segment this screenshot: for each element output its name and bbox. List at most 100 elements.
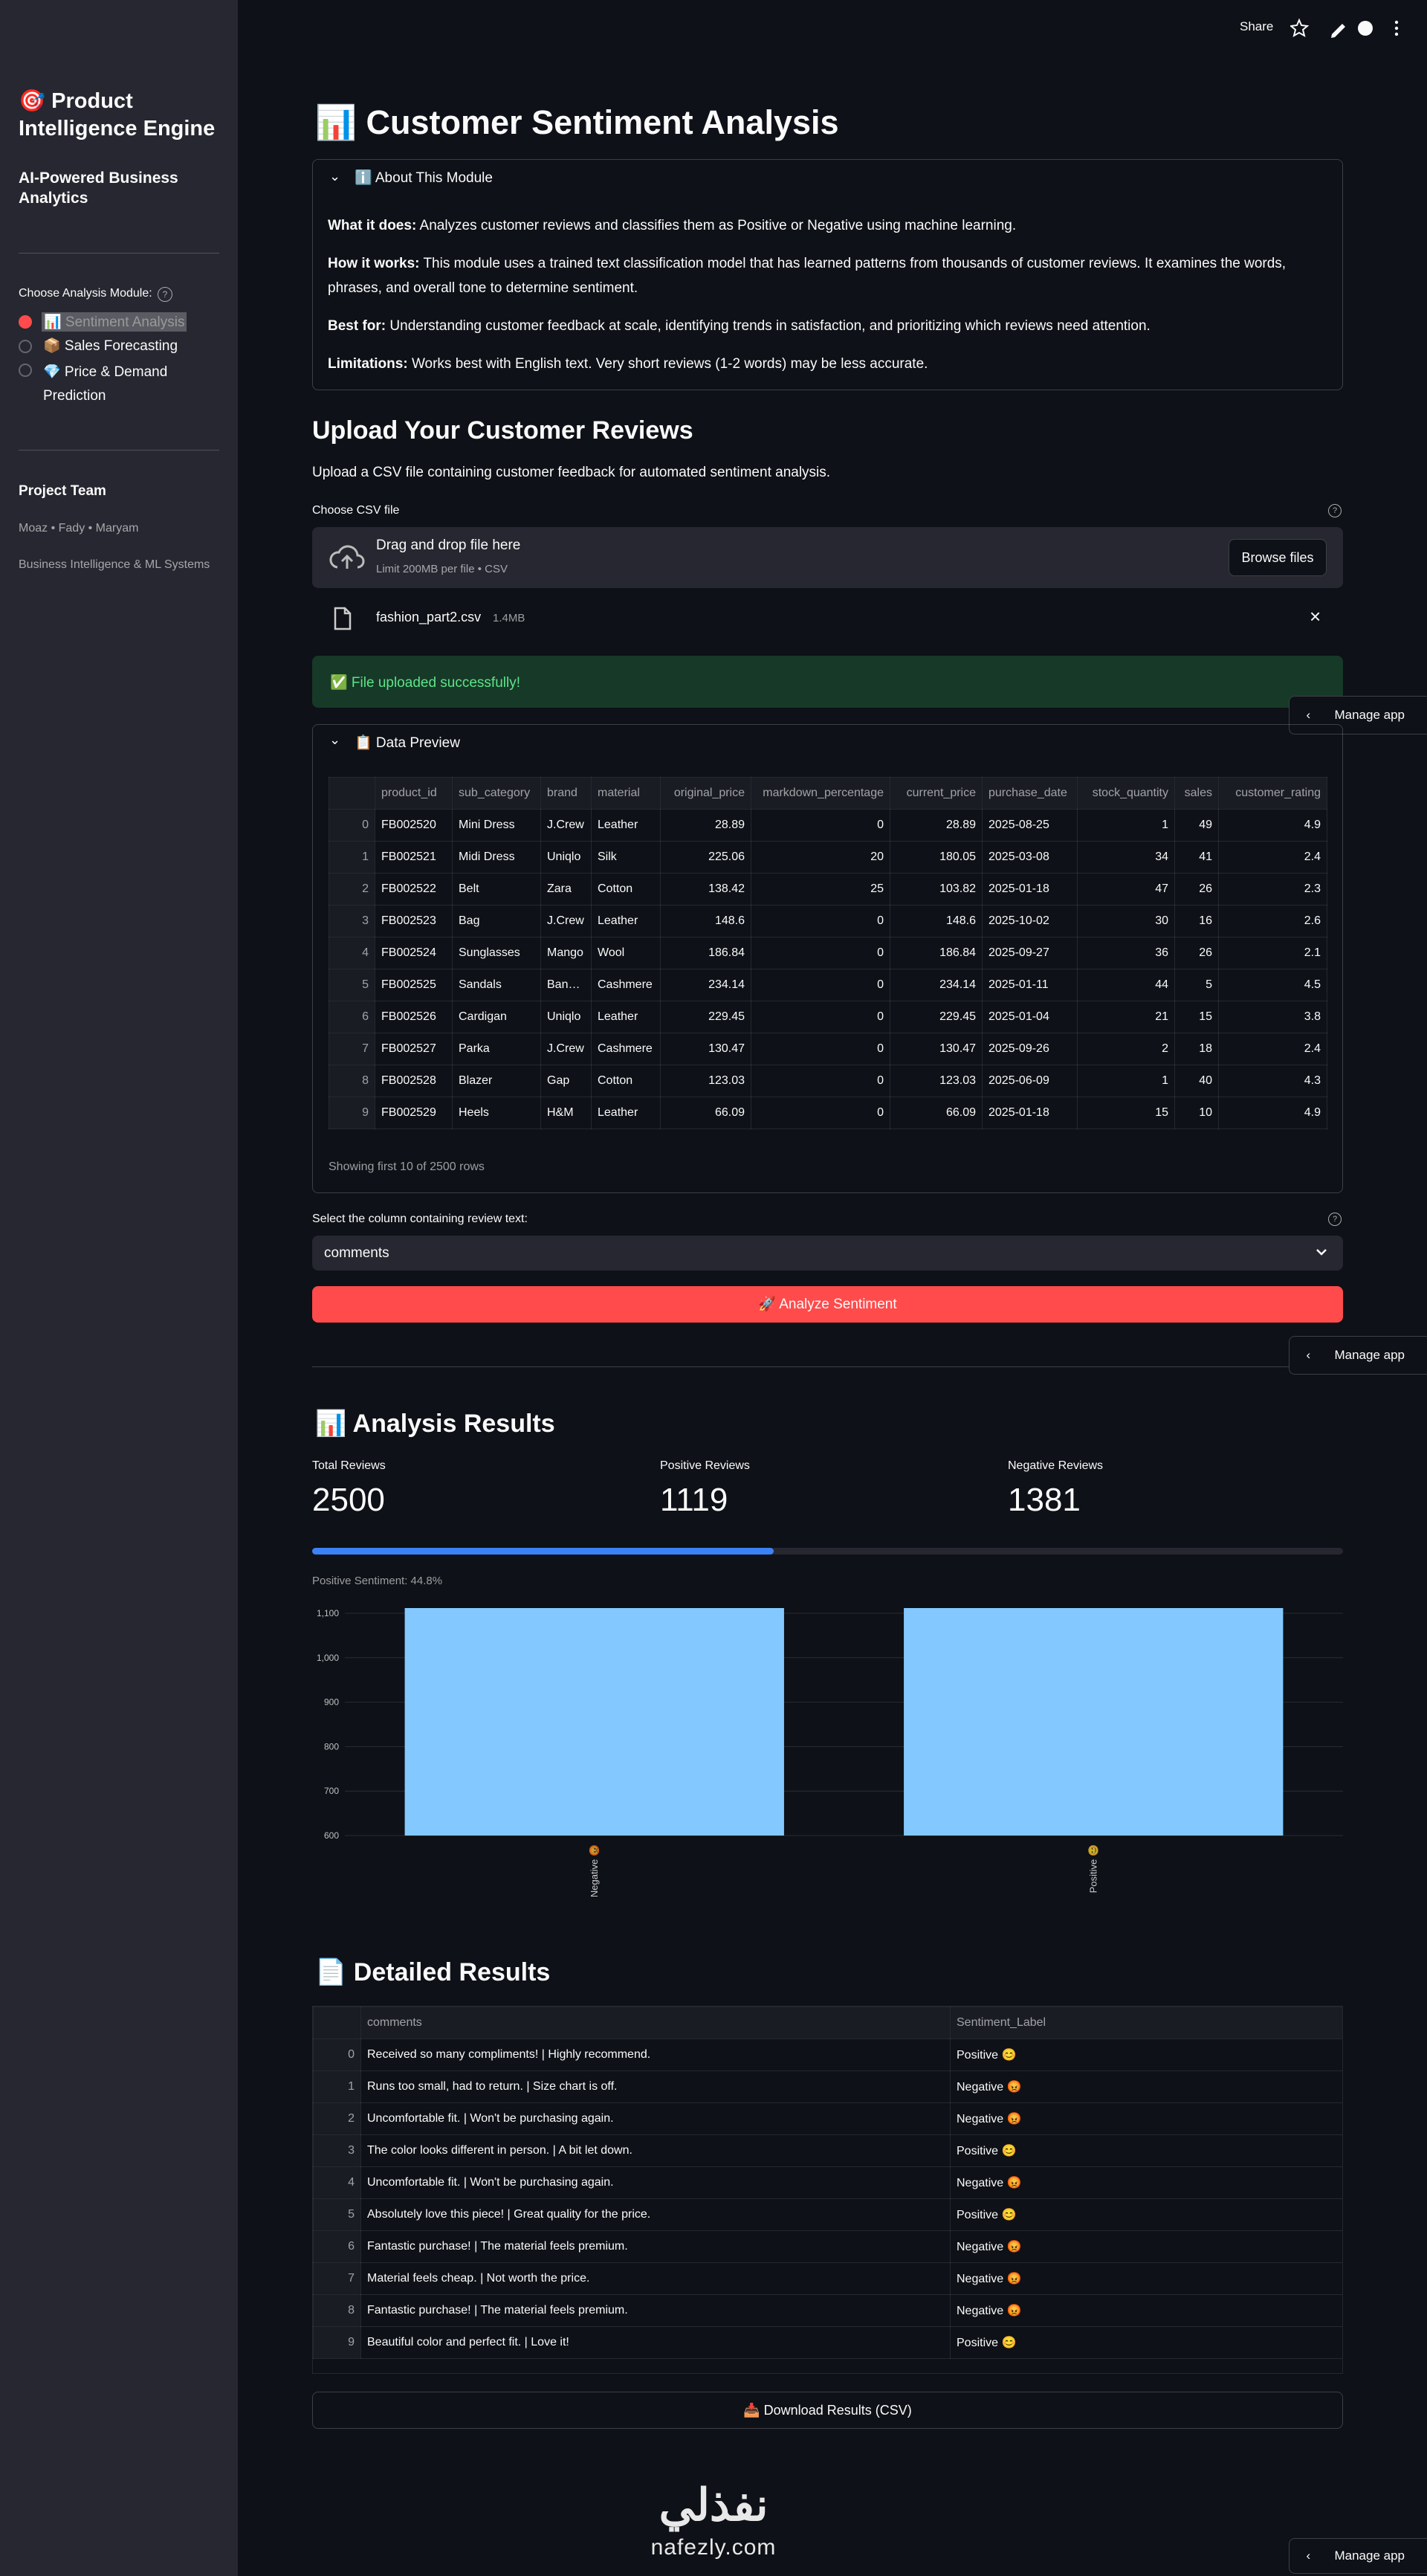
cell: Negative 😡 xyxy=(950,2166,1342,2199)
about-body: What it does: Analyzes customer reviews … xyxy=(328,213,1327,390)
analyze-button[interactable]: 🚀 Analyze Sentiment xyxy=(312,1286,1343,1323)
radio[interactable] xyxy=(19,364,32,377)
column-header xyxy=(329,777,375,810)
y-tick-label: 900 xyxy=(324,1697,339,1708)
cell: 1 xyxy=(1077,1065,1175,1097)
cell: 234.14 xyxy=(660,969,751,1001)
manage-app[interactable]: ‹ Manage app xyxy=(1289,1336,1427,1375)
cell: J.Crew xyxy=(540,905,592,937)
cell: 123.03 xyxy=(890,1065,983,1097)
cell: 4.9 xyxy=(1218,1097,1327,1129)
toolbar-icons[interactable] xyxy=(1290,18,1402,39)
upload-desc: Upload a CSV file containing customer fe… xyxy=(312,465,831,480)
section-title: Upload Your Customer Reviews xyxy=(312,416,693,445)
cell: 0 xyxy=(751,969,890,1001)
y-tick-label: 1,000 xyxy=(317,1653,339,1663)
cell: 4.5 xyxy=(1218,969,1327,1001)
cell: Sandals xyxy=(452,969,541,1001)
about-expander[interactable]: ⌄ ℹ️ About This Module What it does: Ana… xyxy=(312,159,1343,390)
radio-option[interactable]: 📊 Sentiment Analysis xyxy=(42,312,187,332)
row-index: 7 xyxy=(329,1033,375,1065)
cell: Leather xyxy=(591,905,661,937)
cell: 2025-03-08 xyxy=(982,841,1078,874)
y-tick-label: 600 xyxy=(324,1830,339,1841)
cell: 2.4 xyxy=(1218,841,1327,874)
sidebar-subtitle: AI-Powered Business Analytics xyxy=(19,170,178,207)
column-header: markdown_percentage xyxy=(751,777,890,810)
team: Moaz • Fady • Maryam xyxy=(19,522,139,535)
column-header: material xyxy=(591,777,661,810)
row: 2 FB002522 Belt Zara Cotton 138.42 25 103.82 202… xyxy=(329,873,1327,906)
browse-button[interactable]: Browse files xyxy=(1229,539,1327,576)
cell: 234.14 xyxy=(890,969,983,1001)
table: comments Sentiment_Label 0 Received so many… xyxy=(313,2007,1342,2359)
dropzone[interactable]: Drag and drop file here Limit 200MB per … xyxy=(312,527,1343,588)
cell: 130.47 xyxy=(890,1033,983,1065)
row-index: 3 xyxy=(329,905,375,937)
about-paragraph: What it does: Analyzes customer reviews … xyxy=(328,213,1327,238)
remove-file[interactable]: × xyxy=(1310,605,1321,627)
bar xyxy=(404,1608,784,1836)
download-button[interactable]: 📥 Download Results (CSV) xyxy=(312,2392,1343,2429)
radio[interactable] xyxy=(19,340,32,353)
cell: Negative 😡 xyxy=(950,2230,1342,2263)
row: 1 Runs too small, had to return. | Size c… xyxy=(313,2070,1342,2103)
cell: 26 xyxy=(1174,937,1219,969)
row-index: 5 xyxy=(313,2198,361,2231)
cell: 148.6 xyxy=(890,905,983,937)
selectbox[interactable]: comments xyxy=(312,1236,1343,1271)
cell: Cotton xyxy=(591,873,661,906)
cell: Absolutely love this piece! | Great qual… xyxy=(360,2198,951,2231)
cell: Cotton xyxy=(591,1065,661,1097)
about-text: Understanding customer feedback at scale… xyxy=(389,318,1151,334)
radio-option[interactable]: 💎 Price & Demand Prediction xyxy=(43,364,168,404)
cell: Zara xyxy=(540,873,592,906)
preview-expander[interactable]: ⌄ 📋 Data Preview product_id sub_category b… xyxy=(312,724,1343,1193)
cell: 4.9 xyxy=(1218,809,1327,842)
cell: Wool xyxy=(591,937,661,969)
row: 8 FB002528 Blazer Gap Cotton 123.03 0 123.03 202… xyxy=(329,1065,1327,1097)
cell: Mango xyxy=(540,937,592,969)
cell: Belt xyxy=(452,873,541,906)
manage-app[interactable]: ‹ Manage app xyxy=(1289,2538,1427,2574)
cell: 229.45 xyxy=(890,1001,983,1033)
cell: 66.09 xyxy=(660,1097,751,1129)
cell: FB002529 xyxy=(375,1097,453,1129)
row: 6 Fantastic purchase! | The material feel… xyxy=(313,2230,1342,2263)
about-paragraph: Best for: Understanding customer feedbac… xyxy=(328,314,1327,338)
section-title: 📊 Analysis Results xyxy=(315,1410,555,1438)
column-header: current_price xyxy=(890,777,983,810)
cell: Negative 😡 xyxy=(950,2102,1342,2135)
row: 7 Material feels cheap. | Not worth the p… xyxy=(313,2262,1342,2295)
select-label: Select the column containing review text… xyxy=(312,1213,528,1225)
radio-option[interactable]: 📦 Sales Forecasting xyxy=(43,338,178,354)
column-header: sub_category xyxy=(452,777,541,810)
radio-selected[interactable] xyxy=(19,315,32,329)
cell: 2025-09-27 xyxy=(982,937,1078,969)
manage-app[interactable]: ‹ Manage app xyxy=(1289,696,1427,735)
select-value: comments xyxy=(324,1245,389,1261)
row: 1 FB002521 Midi Dress Uniqlo Silk 225.06 20 180… xyxy=(329,841,1327,874)
row: 7 FB002527 Parka J.Crew Cashmere 130.47 0 130.4… xyxy=(329,1033,1327,1065)
cell: J.Crew xyxy=(540,809,592,842)
sidebar: 🎯 Product Intelligence Engine AI-Powered… xyxy=(0,0,238,2576)
cell: 41 xyxy=(1174,841,1219,874)
cell: FB002521 xyxy=(375,841,453,874)
help-icon[interactable]: ? xyxy=(1328,504,1342,517)
cell: 36 xyxy=(1077,937,1175,969)
file-label: Choose CSV file xyxy=(312,504,400,517)
about-label: How it works: xyxy=(328,256,420,271)
cell: Received so many compliments! | Highly r… xyxy=(360,2038,951,2071)
team-sub: Business Intelligence & ML Systems xyxy=(19,558,210,571)
column-header: stock_quantity xyxy=(1077,777,1175,810)
row-index: 9 xyxy=(313,2326,361,2359)
share-button[interactable]: Share xyxy=(1240,19,1274,33)
row: 5 Absolutely love this piece! | Great qua… xyxy=(313,2198,1342,2231)
cell: 25 xyxy=(751,873,890,906)
help-icon[interactable]: ? xyxy=(1328,1213,1342,1226)
cell: J.Crew xyxy=(540,1033,592,1065)
help-icon[interactable]: ? xyxy=(158,287,172,302)
cell: The color looks different in person. | A… xyxy=(360,2134,951,2167)
row-index: 0 xyxy=(329,809,375,842)
y-tick-label: 700 xyxy=(324,1786,339,1796)
